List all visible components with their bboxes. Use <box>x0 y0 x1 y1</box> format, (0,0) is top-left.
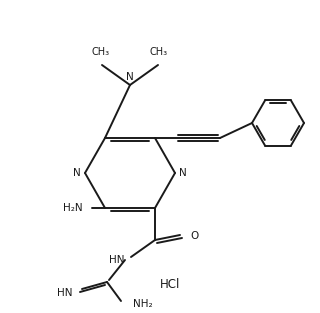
Text: H₂N: H₂N <box>63 203 83 213</box>
Text: HN: HN <box>58 288 73 298</box>
Text: O: O <box>190 231 198 241</box>
Text: HCl: HCl <box>160 279 180 291</box>
Text: CH₃: CH₃ <box>92 47 110 57</box>
Text: NH₂: NH₂ <box>133 299 153 309</box>
Text: N: N <box>73 168 81 178</box>
Text: HN: HN <box>109 255 125 265</box>
Text: CH₃: CH₃ <box>150 47 168 57</box>
Text: N: N <box>179 168 187 178</box>
Text: N: N <box>126 72 134 82</box>
